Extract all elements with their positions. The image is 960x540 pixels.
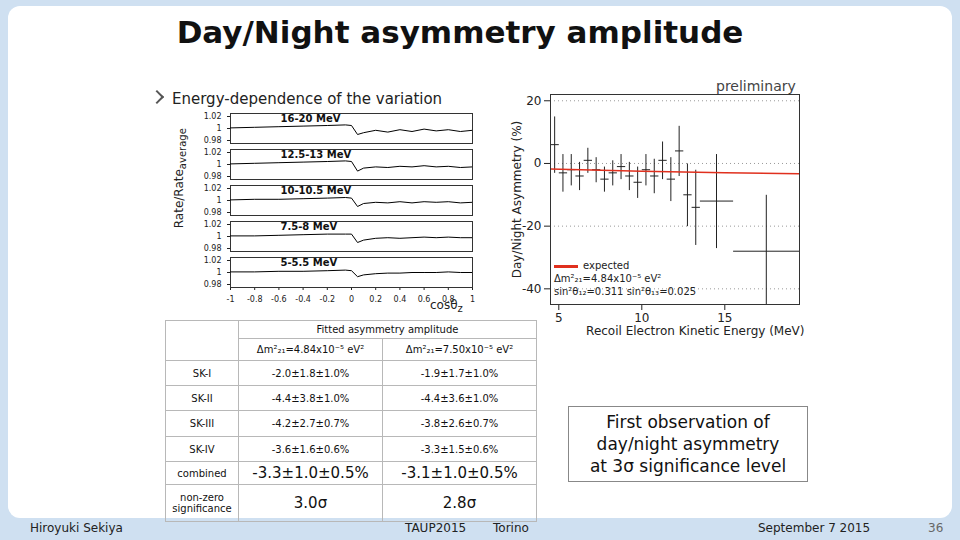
html-text:at 3σ significance level: at 3σ significance level [589,456,787,476]
svg-text:1: 1 [470,295,475,304]
html-text:SK-IV: SK-IV [189,443,215,455]
html-text:-4.4±3.6±1.0%: -4.4±3.6±1.0% [420,392,499,404]
svg-text:0.4: 0.4 [394,295,407,304]
html-text:September 7 2015: September 7 2015 [758,521,871,535]
svg-text:0.98: 0.98 [204,136,222,145]
html-text:day/night asymmetry: day/night asymmetry [596,434,780,454]
html-text:SK-III: SK-III [189,418,215,429]
html-text:Day/Night asymmetry amplitude: Day/Night asymmetry amplitude [176,14,744,50]
svg-text:0: 0 [349,295,354,304]
svg-text:1.02: 1.02 [204,220,222,229]
html-text:Δm²₂₁=4.84x10⁻⁵ eV²: Δm²₂₁=4.84x10⁻⁵ eV² [554,273,662,284]
html-text:non-zero significance: non-zero significance [172,492,232,514]
svg-text:10-10.5 MeV: 10-10.5 MeV [281,185,352,196]
html-text:-3.1±1.0±0.5%: -3.1±1.0±0.5% [401,464,518,482]
html-text:Torino: Torino [493,521,529,535]
svg-text:15: 15 [717,311,733,325]
html-text:-2.0±1.8±1.0%: -2.0±1.8±1.0% [271,367,350,379]
svg-text:0.98: 0.98 [204,244,222,253]
svg-text:-0.4: -0.4 [295,295,311,304]
svg-text:1.02: 1.02 [204,256,222,265]
html-text:Rate/Rate: Rate/Rate [171,169,186,229]
svg-text:0.98: 0.98 [204,172,222,181]
svg-text:1: 1 [216,160,221,169]
svg-text:1.02: 1.02 [204,112,222,121]
svg-text:-0.6: -0.6 [271,295,287,304]
svg-text:Day/Night Asymmetry (%): Day/Night Asymmetry (%) [510,121,524,278]
svg-text:1: 1 [216,232,221,241]
html-text:First observation of: First observation of [606,412,770,432]
svg-text:16-20 MeV: 16-20 MeV [281,113,341,124]
html-text:Fitted asymmetry amplitude: Fitted asymmetry amplitude [316,324,459,335]
html-text:-3.3±1.5±0.6%: -3.3±1.5±0.6% [420,443,499,455]
html-text:SK-I: SK-I [192,367,212,379]
svg-text:7.5-8 MeV: 7.5-8 MeV [281,221,338,232]
svg-text:10: 10 [634,311,650,325]
html-text:Δm²₂₁=7.50x10⁻⁵ eV²: Δm²₂₁=7.50x10⁻⁵ eV² [405,344,514,355]
html-text:-3.8±2.6±0.7%: -3.8±2.6±0.7% [420,418,499,429]
svg-text:-40: -40 [522,282,542,296]
html-text:36: 36 [928,521,944,535]
svg-text:0.6: 0.6 [418,295,431,304]
html-text:average: average [177,128,189,170]
html-text:-4.2±2.7±0.7%: -4.2±2.7±0.7% [271,418,350,429]
svg-text:0.98: 0.98 [204,208,222,217]
html-text:2.8σ: 2.8σ [442,494,477,512]
svg-text:-1: -1 [227,295,235,304]
svg-text:0: 0 [534,156,542,170]
svg-text:-0.8: -0.8 [247,295,263,304]
svg-text:1: 1 [216,124,221,133]
svg-text:1: 1 [216,196,221,205]
svg-text:0.98: 0.98 [204,280,222,289]
html-text:-1.9±1.7±1.0%: -1.9±1.7±1.0% [420,367,499,379]
html-text:Energy-dependence of the varia: Energy-dependence of the variation [172,90,443,108]
html-text:combined: combined [177,467,227,479]
svg-text:1: 1 [216,268,221,277]
svg-text:1.02: 1.02 [204,184,222,193]
html-text:-4.4±3.8±1.0%: -4.4±3.8±1.0% [271,392,350,404]
html-text:cosθz: cosθz [430,298,463,315]
svg-text:Recoil Electron Kinetic Energy: Recoil Electron Kinetic Energy (MeV) [586,324,804,338]
html-text:Δm²₂₁=4.84x10⁻⁵ eV²: Δm²₂₁=4.84x10⁻⁵ eV² [256,344,365,355]
html-text:Hiroyuki Sekiya: Hiroyuki Sekiya [30,521,123,535]
html-text:-3.3±1.0±0.5%: -3.3±1.0±0.5% [252,464,369,482]
svg-text:5: 5 [555,311,563,325]
html-text:expected: expected [583,260,630,271]
html-text:SK-II: SK-II [191,392,213,404]
svg-text:-0.2: -0.2 [319,295,335,304]
svg-text:0.2: 0.2 [369,295,382,304]
html-text:sin²θ₁₂=0.311 sin²θ₁₃=0.025: sin²θ₁₂=0.311 sin²θ₁₃=0.025 [554,286,697,297]
svg-text:20: 20 [526,94,541,108]
svg-text:5-5.5 MeV: 5-5.5 MeV [281,257,338,268]
html-text:preliminary: preliminary [716,78,796,94]
html-text:-3.6±1.6±0.6%: -3.6±1.6±0.6% [271,443,350,455]
html-text:3.0σ: 3.0σ [293,494,328,512]
html-text:TAUP2015: TAUP2015 [405,521,467,535]
svg-text:1.02: 1.02 [204,148,222,157]
svg-text:12.5-13 MeV: 12.5-13 MeV [281,149,352,160]
svg-text:-20: -20 [522,219,542,233]
